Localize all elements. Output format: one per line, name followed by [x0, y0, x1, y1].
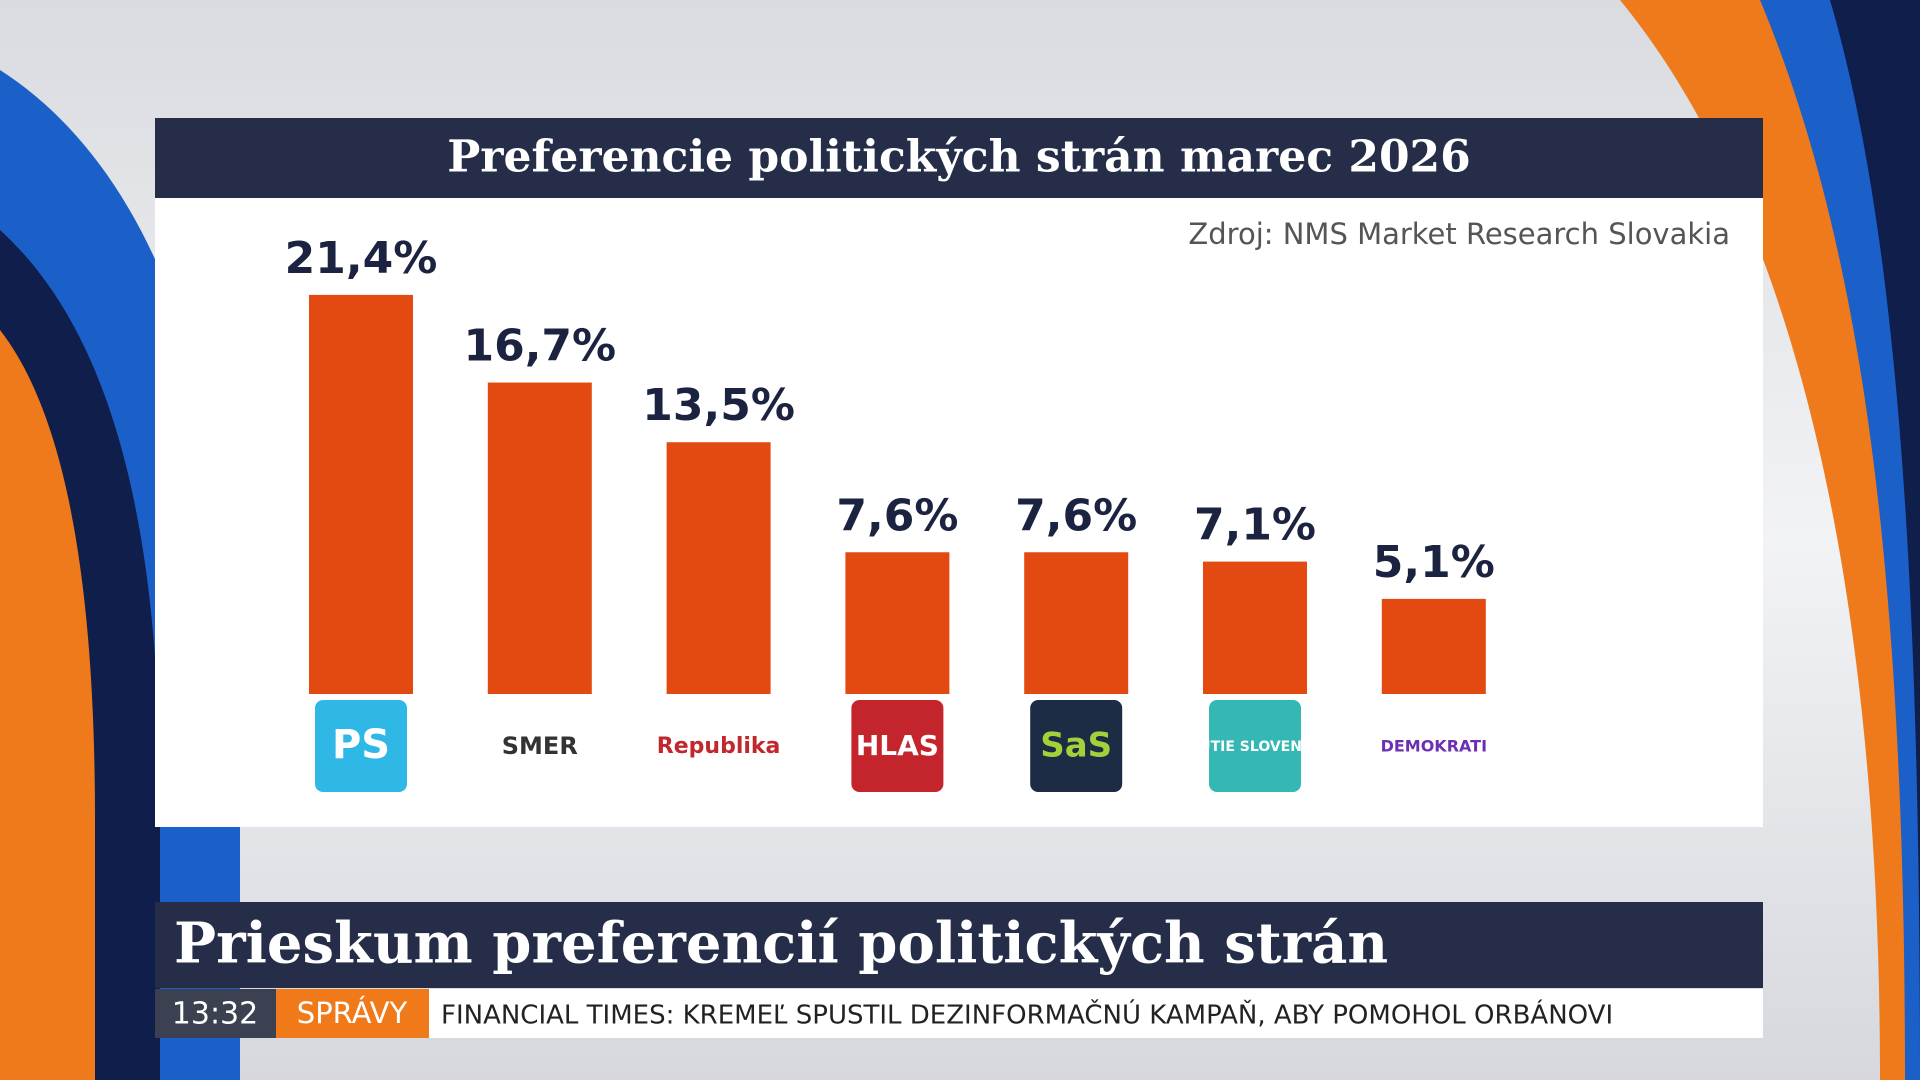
chart-title: Preferencie politických strán marec 2026	[447, 132, 1471, 183]
headline: Prieskum preferencií politických strán	[174, 911, 1388, 977]
time-box	[155, 989, 276, 1038]
ticker: FINANCIAL TIMES: KREMEĽ SPUSTIL DEZINFOR…	[441, 999, 1613, 1031]
party-logo	[672, 700, 765, 792]
party-logo	[315, 700, 407, 792]
bar	[1024, 552, 1129, 694]
party-logo	[851, 700, 944, 792]
party-name: SMER	[502, 732, 578, 760]
value-label: 13,5%	[642, 380, 795, 431]
section: SPRÁVY	[297, 996, 408, 1030]
party-name: Republika	[657, 734, 781, 759]
party-name: PS	[332, 722, 390, 768]
left-swoosh-orange	[0, 330, 95, 1080]
bar	[487, 382, 592, 694]
right-swoosh-dark	[1830, 0, 1920, 1080]
value-label: 7,1%	[1194, 500, 1316, 551]
value-label: 21,4%	[285, 233, 438, 284]
party-logo	[1387, 700, 1480, 792]
bar	[309, 294, 413, 694]
value-label: 7,6%	[1015, 490, 1137, 541]
value-label: 7,6%	[836, 490, 958, 541]
party-name: SaS	[1040, 726, 1112, 766]
headline-band	[155, 902, 1763, 988]
value-label: 16,7%	[463, 321, 616, 372]
party-logo	[493, 700, 586, 792]
right-swoosh-blue	[1760, 0, 1920, 1080]
party-logo	[1030, 700, 1123, 792]
ticker-box	[429, 989, 1763, 1038]
party-name: DEMOKRATI	[1381, 737, 1487, 756]
party-name: HNUTIE SLOVENSKO	[1176, 739, 1334, 755]
chart-panel	[155, 118, 1763, 827]
chart-source: Zdroj: NMS Market Research Slovakia	[1188, 217, 1730, 251]
value-label: 5,1%	[1373, 537, 1495, 588]
party-name: HLAS	[856, 729, 939, 762]
bar	[666, 442, 771, 694]
time: 13:32	[172, 997, 258, 1032]
bar	[845, 552, 950, 694]
party-logo	[1209, 700, 1301, 792]
title-band	[155, 118, 1763, 198]
section-box	[276, 989, 429, 1038]
bar	[1203, 561, 1307, 694]
bar	[1381, 598, 1486, 694]
